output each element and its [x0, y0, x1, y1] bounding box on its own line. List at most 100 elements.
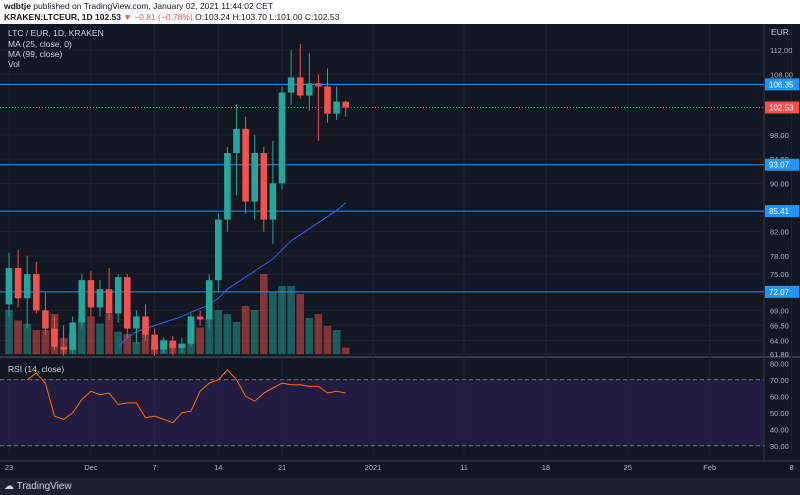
legend-ma99[interactable]: MA (99, close): [8, 49, 63, 59]
candle-body[interactable]: [78, 280, 86, 323]
price-tick-label: 66.50: [770, 322, 789, 331]
candle-body[interactable]: [60, 346, 67, 350]
volume-bar: [205, 318, 213, 354]
candle-body[interactable]: [269, 183, 277, 220]
level-price-tag: [765, 158, 799, 171]
price-chart[interactable]: EUR112.00108.0098.0094.0090.0082.0078.00…: [0, 24, 800, 478]
rsi-tick-label: 60.00: [770, 392, 789, 401]
volume-bar: [41, 330, 50, 354]
low-label: L:: [269, 12, 277, 22]
candle-body[interactable]: [287, 77, 295, 93]
candle-body[interactable]: [69, 322, 76, 350]
candle-body[interactable]: [215, 219, 222, 281]
candle-body[interactable]: [33, 274, 40, 311]
candle-body[interactable]: [251, 153, 258, 202]
open-label: O:: [195, 12, 205, 22]
volume-bar: [269, 291, 277, 354]
candle-body[interactable]: [42, 310, 49, 329]
ma25-line[interactable]: [117, 202, 347, 348]
price-change: ▼ −0.81 (−0.78%): [123, 12, 193, 22]
published-line: wdbtje published on TradingView.com, Jan…: [4, 1, 273, 11]
level-price-tag: [765, 205, 799, 218]
candle-body[interactable]: [23, 274, 31, 299]
volume-bar: [296, 294, 304, 354]
last-price: 102.53: [95, 12, 121, 22]
publication-header: wdbtje published on TradingView.com, Jan…: [0, 0, 800, 24]
volume-bar: [96, 323, 104, 354]
brand-logo[interactable]: ☁ TradingView: [4, 481, 72, 492]
candle-body[interactable]: [105, 289, 113, 314]
volume-bar: [214, 310, 223, 354]
volume-bar: [232, 322, 241, 354]
volume-bar: [32, 330, 41, 354]
volume-bar: [341, 347, 350, 354]
low-value: 101.00: [276, 12, 303, 22]
candle-body[interactable]: [124, 277, 131, 329]
candle-body[interactable]: [296, 77, 304, 96]
price-tick-label: 61.80: [770, 350, 789, 359]
candle-body[interactable]: [342, 101, 349, 108]
legend-title: LTC / EUR, 1D, KRAKEN: [8, 28, 104, 38]
author-name[interactable]: wdbtje: [4, 1, 31, 11]
volume-bar: [314, 314, 323, 354]
legend-ma25[interactable]: MA (25, close, 0): [8, 39, 72, 49]
candle-body[interactable]: [315, 83, 322, 87]
price-tick-label: 98.00: [770, 131, 789, 140]
volume-bar: [332, 330, 341, 354]
candle-body[interactable]: [151, 334, 158, 350]
level-price-label: 72.07: [769, 288, 790, 297]
candle-body[interactable]: [178, 343, 186, 348]
candle-body[interactable]: [306, 83, 313, 96]
time-tick-label: Dec: [84, 463, 98, 472]
candle-body[interactable]: [114, 277, 122, 314]
candle-body[interactable]: [5, 268, 13, 305]
volume-bar: [141, 333, 150, 354]
candle-body[interactable]: [324, 86, 331, 114]
candle-body[interactable]: [187, 316, 195, 344]
price-axis[interactable]: [764, 24, 800, 478]
volume-bar: [305, 318, 314, 354]
brand-name: TradingView: [16, 481, 72, 492]
candle-body[interactable]: [96, 289, 104, 308]
candle-body[interactable]: [224, 153, 231, 220]
level-price-tag: [765, 285, 799, 298]
candle-body[interactable]: [205, 280, 213, 320]
candle-body[interactable]: [169, 340, 177, 348]
candle-body[interactable]: [242, 128, 249, 202]
candle-body[interactable]: [278, 92, 286, 184]
volume-bar: [323, 326, 332, 354]
candle-body[interactable]: [14, 268, 22, 299]
time-tick-label: 18: [542, 463, 550, 472]
legend-vol[interactable]: Vol: [8, 59, 20, 69]
volume-bar: [196, 327, 204, 354]
legend-rsi[interactable]: RSI (14, close): [8, 364, 65, 374]
volume-bar: [123, 334, 132, 354]
volume-bar: [78, 318, 86, 354]
rsi-tick-label: 70.00: [770, 376, 789, 385]
time-tick-label: 23: [5, 463, 13, 472]
open-value: 103.24: [204, 12, 231, 22]
currency-label[interactable]: EUR: [771, 27, 789, 37]
rsi-line[interactable]: [26, 369, 346, 424]
published-text: published on TradingView.com, January 02…: [33, 1, 274, 11]
high-value: 103.70: [240, 12, 267, 22]
rsi-tick-label: 40.00: [770, 425, 789, 434]
candle-body[interactable]: [333, 101, 340, 114]
time-tick-label: 25: [624, 463, 632, 472]
price-tick-label: 78.00: [770, 252, 789, 261]
candle-body[interactable]: [51, 328, 58, 347]
candle-body[interactable]: [196, 316, 204, 320]
candle-body[interactable]: [160, 340, 167, 350]
candle-body[interactable]: [87, 280, 95, 308]
rsi-tick-label: 80.00: [770, 359, 789, 368]
candle-body[interactable]: [142, 316, 149, 335]
candle-body[interactable]: [133, 316, 140, 329]
symbol-label: KRAKEN:LTCEUR, 1D: [4, 12, 93, 22]
level-price-label: 106.35: [769, 80, 794, 89]
price-tick-label: 69.00: [770, 306, 789, 315]
close-label: C:: [304, 12, 314, 22]
volume-bar: [105, 314, 113, 354]
volume-bar: [223, 314, 232, 354]
candle-body[interactable]: [233, 128, 240, 154]
candle-body[interactable]: [260, 153, 268, 220]
